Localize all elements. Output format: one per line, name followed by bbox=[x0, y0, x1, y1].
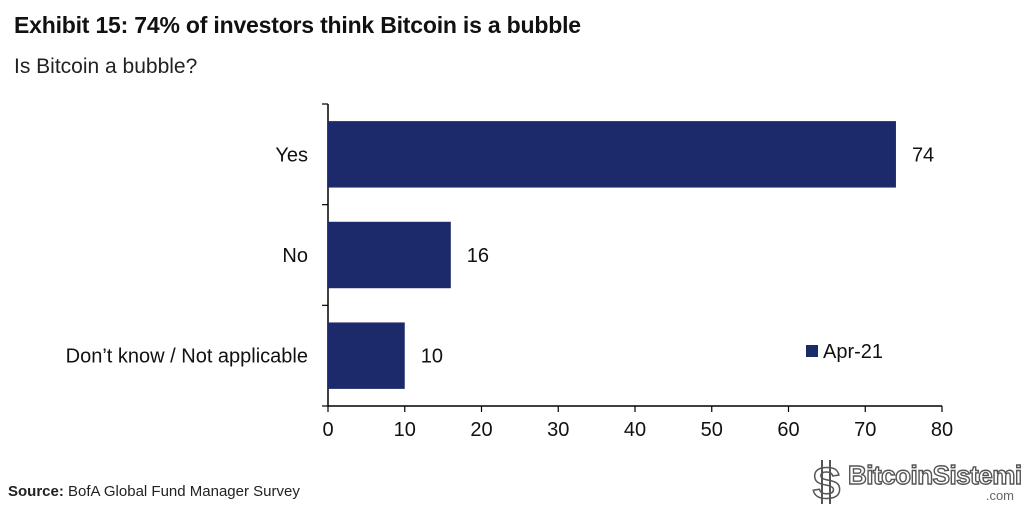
svg-text:S: S bbox=[812, 459, 841, 506]
chart-subtitle: Is Bitcoin a bubble? bbox=[14, 55, 198, 78]
bar bbox=[328, 121, 896, 188]
bitcoin-logo-icon: S bbox=[811, 458, 842, 509]
data-label: 16 bbox=[467, 245, 489, 267]
watermark-text: BitcoinSistemi bbox=[847, 459, 1022, 490]
data-label: 74 bbox=[912, 144, 934, 166]
bar bbox=[328, 221, 451, 289]
bar-chart: 0 10 20 30 40 50 60 70 80 Yes 74 No 16 Don’t know / N… bbox=[66, 103, 953, 441]
x-tick-label: 60 bbox=[777, 419, 799, 441]
source-label: Source: bbox=[8, 483, 64, 500]
x-tick-label: 20 bbox=[470, 419, 492, 441]
watermark-logo: S BitcoinSistemi .com bbox=[808, 458, 1023, 509]
category-label: Yes bbox=[275, 144, 308, 166]
watermark-suffix: .com bbox=[985, 488, 1014, 503]
x-tick-label: 0 bbox=[322, 419, 333, 441]
bar bbox=[328, 322, 405, 389]
category-label: Don’t know / Not applicable bbox=[66, 346, 308, 368]
x-tick-label: 10 bbox=[394, 419, 416, 441]
source-text: BofA Global Fund Manager Survey bbox=[68, 483, 300, 500]
legend-label: Apr-21 bbox=[823, 341, 883, 363]
chart-title: Exhibit 15: 74% of investors think Bitco… bbox=[14, 12, 581, 38]
x-tick-label: 50 bbox=[701, 419, 723, 441]
x-tick-label: 80 bbox=[931, 419, 953, 441]
x-tick-label: 40 bbox=[624, 419, 646, 441]
legend-swatch bbox=[806, 345, 818, 357]
x-tick-label: 70 bbox=[854, 419, 876, 441]
x-tick-label: 30 bbox=[547, 419, 569, 441]
data-label: 10 bbox=[421, 346, 443, 368]
source-note: Source: BofA Global Fund Manager Survey bbox=[8, 483, 300, 500]
category-label: No bbox=[282, 245, 308, 267]
